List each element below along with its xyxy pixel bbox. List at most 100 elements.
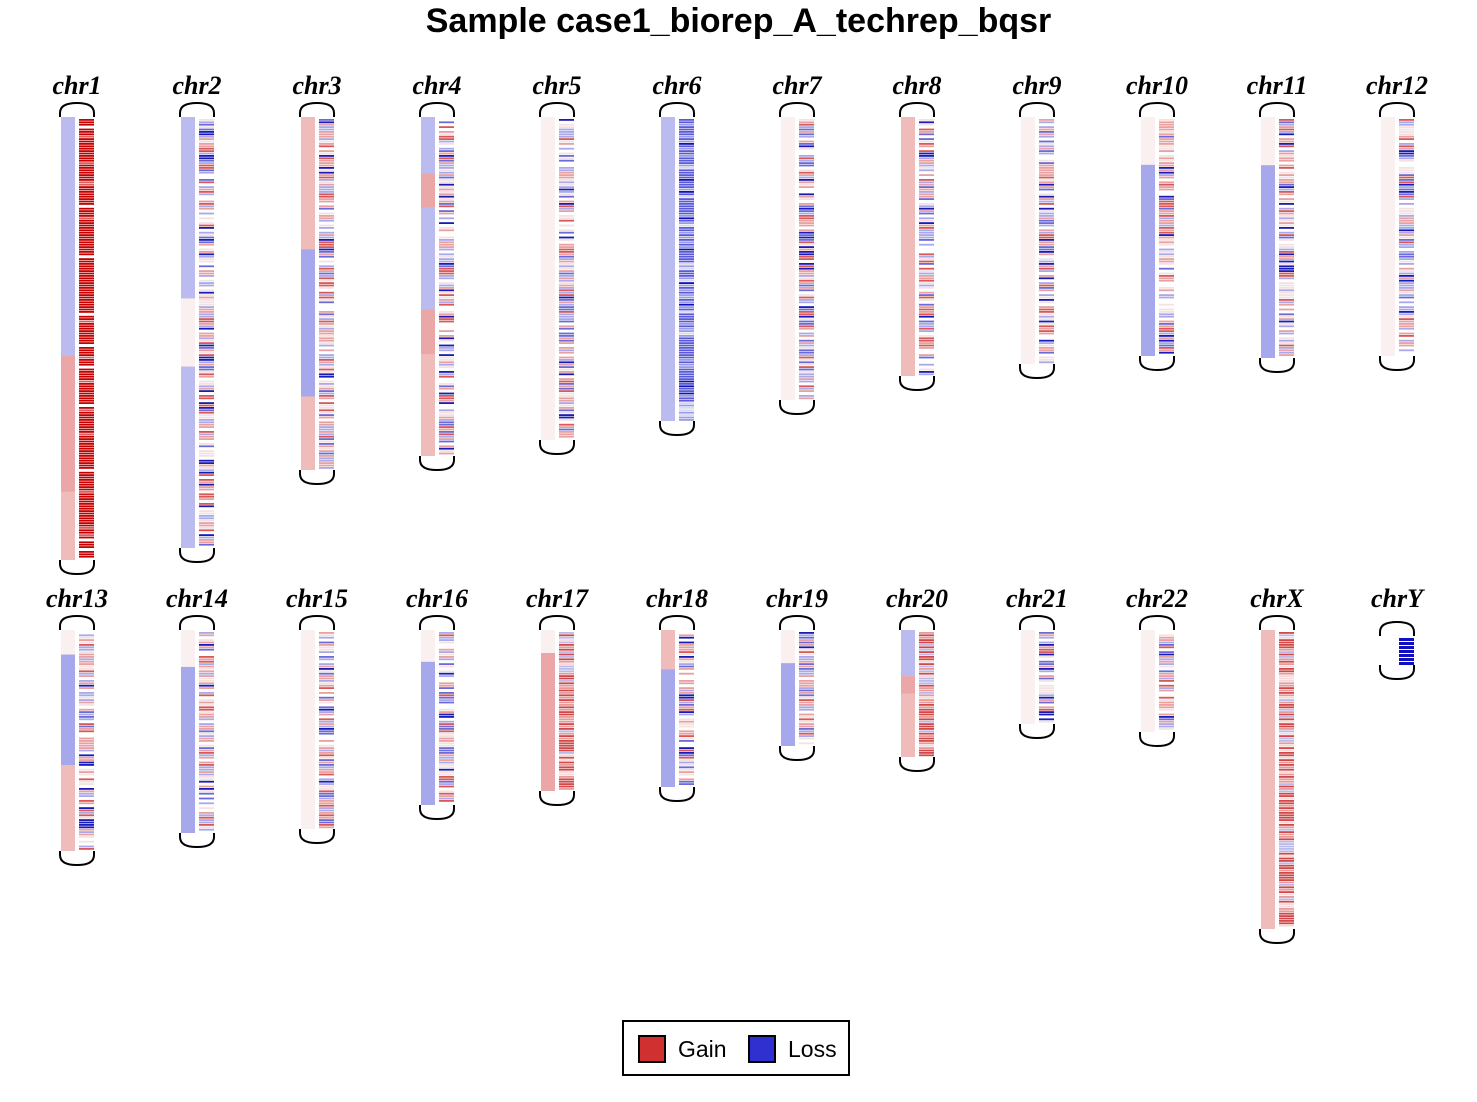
bin-mark: [1399, 131, 1414, 133]
bin-mark: [1279, 711, 1294, 713]
bin-mark: [199, 766, 214, 769]
bin-mark: [559, 713, 574, 716]
bin-mark: [919, 219, 934, 222]
bin-mark: [1159, 289, 1174, 292]
bin-mark: [319, 287, 334, 289]
bin-mark: [439, 131, 454, 133]
bin-mark: [679, 162, 694, 164]
bin-mark: [199, 747, 214, 749]
bin-mark: [199, 239, 214, 241]
bin-mark: [679, 723, 694, 725]
bin-mark: [199, 469, 214, 472]
bin-mark: [1279, 728, 1294, 730]
bin-mark: [799, 696, 814, 699]
bin-mark: [79, 680, 94, 682]
bin-mark: [1039, 646, 1054, 649]
bin-mark: [439, 800, 454, 802]
bin-mark: [319, 747, 334, 749]
bin-mark: [1159, 227, 1174, 229]
bin-mark: [1279, 651, 1294, 653]
bin-mark: [319, 128, 334, 131]
bin-mark: [919, 680, 934, 682]
bin-mark: [679, 761, 694, 764]
bin-mark: [679, 227, 694, 229]
bin-mark: [679, 164, 694, 167]
bin-mark: [319, 241, 334, 244]
bin-mark: [79, 471, 94, 474]
bin-mark: [919, 646, 934, 649]
bin-mark: [79, 349, 94, 352]
bin-mark: [319, 780, 334, 783]
telomere-bottom: [1259, 358, 1295, 374]
bin-mark: [1279, 344, 1294, 347]
bin-mark: [1159, 236, 1174, 239]
bin-mark: [1039, 315, 1054, 318]
bin-mark: [1279, 275, 1294, 277]
bin-mark: [319, 761, 334, 764]
bin-mark: [919, 306, 934, 308]
bin-mark: [199, 435, 214, 438]
bin-mark: [439, 303, 454, 306]
bin-mark: [79, 188, 94, 191]
bin-mark: [559, 140, 574, 143]
bin-mark: [1159, 253, 1174, 256]
bin-mark: [919, 275, 934, 277]
bin-mark: [439, 318, 454, 320]
bin-mark: [799, 665, 814, 668]
bin-mark: [439, 179, 454, 181]
bin-mark: [319, 323, 334, 325]
bin-mark: [1399, 145, 1414, 148]
bin-mark: [799, 193, 814, 196]
bin-mark: [679, 246, 694, 248]
bin-mark: [439, 747, 454, 749]
bin-mark: [1399, 315, 1414, 318]
bin-mark: [79, 428, 94, 431]
bin-mark: [319, 183, 334, 186]
bin-mark: [199, 438, 214, 440]
segment-loss: [901, 630, 915, 677]
bin-mark: [79, 462, 94, 464]
bin-mark: [799, 294, 814, 296]
bin-mark: [439, 320, 454, 323]
bin-mark: [79, 419, 94, 421]
bin-mark: [319, 450, 334, 452]
bin-mark: [679, 737, 694, 740]
bin-mark: [319, 720, 334, 723]
bin-mark: [79, 210, 94, 212]
bin-mark: [1159, 188, 1174, 191]
bin-mark: [1159, 147, 1174, 150]
bin-mark: [1279, 682, 1294, 685]
bin-mark: [1159, 308, 1174, 311]
bin-mark: [199, 181, 214, 184]
bin-mark: [199, 251, 214, 253]
bin-mark: [679, 383, 694, 385]
bin-mark: [799, 289, 814, 292]
bin-mark: [1399, 203, 1414, 205]
bin-mark: [559, 778, 574, 781]
bin-mark: [559, 138, 574, 140]
bin-mark: [919, 732, 934, 735]
bin-mark: [199, 639, 214, 641]
bin-mark: [559, 641, 574, 644]
bin-mark: [679, 251, 694, 253]
bin-mark: [559, 656, 574, 658]
bin-mark: [439, 696, 454, 699]
bin-mark: [319, 411, 334, 414]
segment-gain: [421, 309, 435, 355]
bin-mark: [919, 159, 934, 162]
bin-mark: [559, 387, 574, 390]
bin-mark: [199, 646, 214, 649]
bin-mark: [1159, 169, 1174, 172]
bin-mark: [79, 503, 94, 505]
bin-mark: [919, 689, 934, 692]
bin-mark: [199, 522, 214, 524]
bin-mark: [79, 351, 94, 354]
bin-mark: [559, 356, 574, 359]
bin-mark: [799, 335, 814, 337]
bin-mark: [919, 323, 934, 325]
bin-mark: [79, 299, 94, 301]
bin-mark: [559, 131, 574, 133]
bin-mark: [1399, 327, 1414, 330]
bin-mark: [679, 768, 694, 771]
bin-mark: [319, 684, 334, 687]
